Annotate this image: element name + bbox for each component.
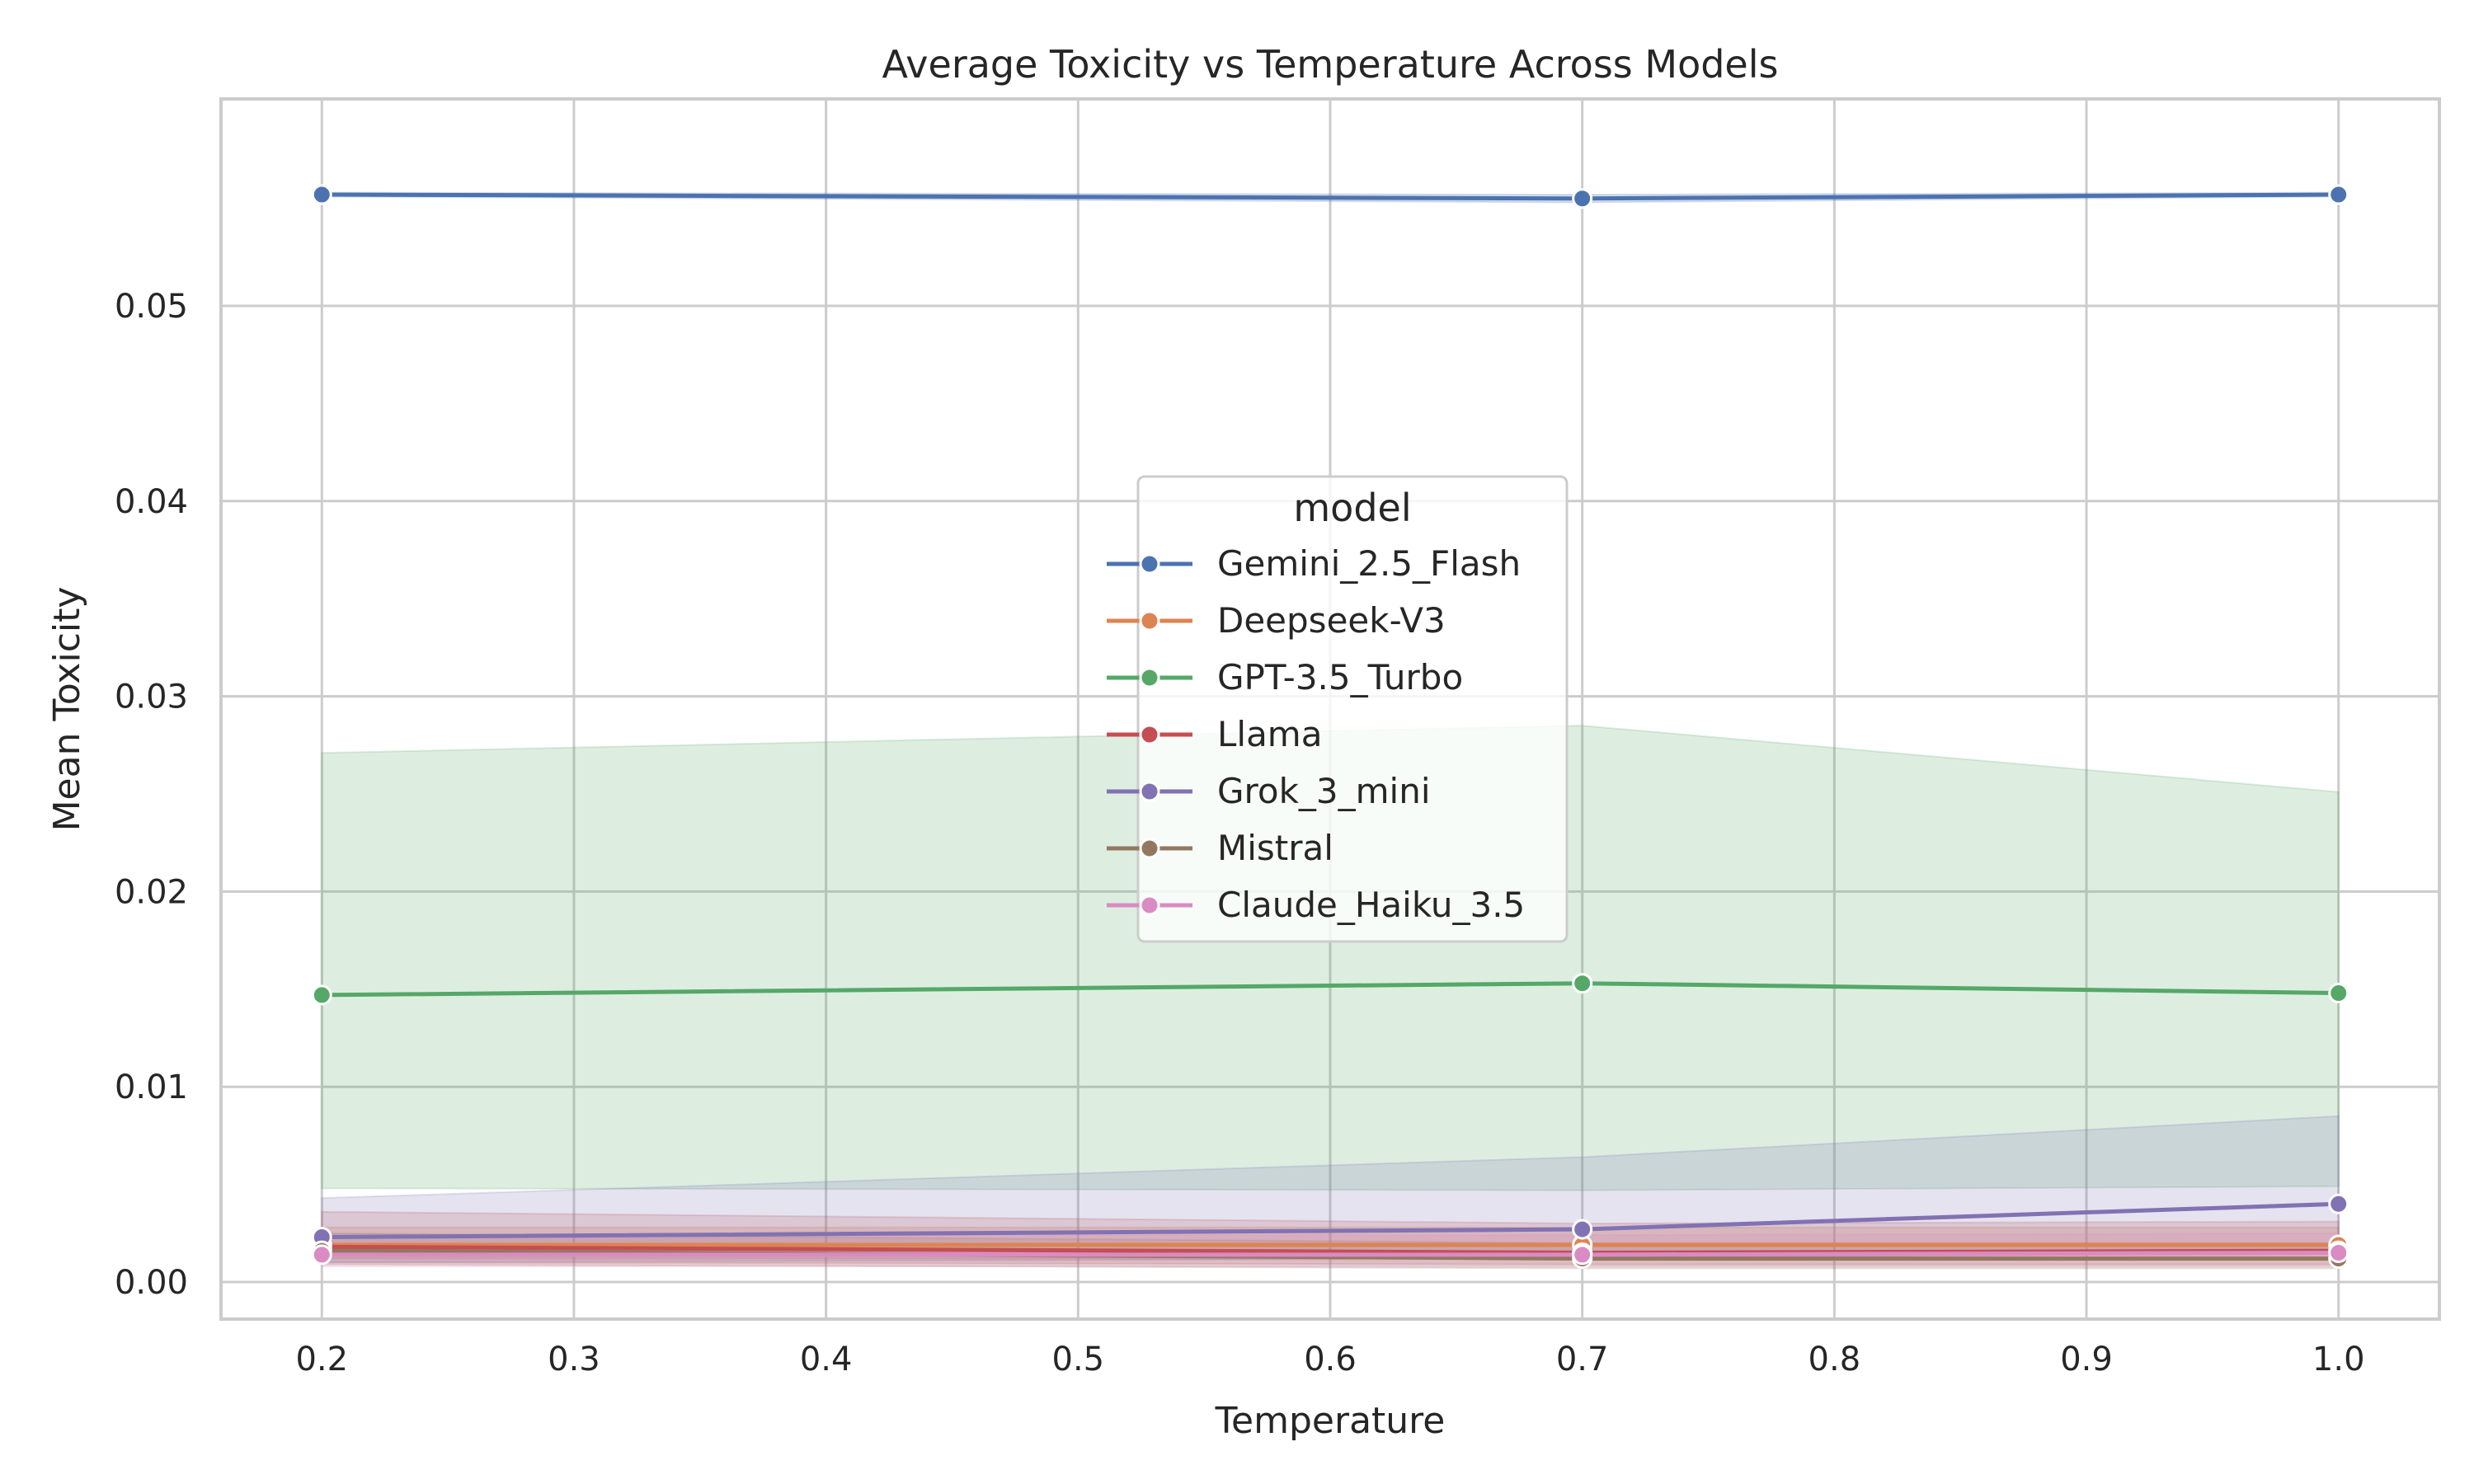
legend-box xyxy=(1136,475,1569,943)
x-tick-label: 0.7 xyxy=(1556,1341,1609,1378)
y-tick-label: 0.04 xyxy=(115,483,188,521)
y-tick-label: 0.02 xyxy=(115,873,188,911)
y-tick-label: 0.01 xyxy=(115,1068,188,1106)
point-grok-3-mini xyxy=(1572,1219,1593,1240)
point-grok-3-mini xyxy=(2328,1193,2349,1214)
legend: model Gemini_2.5_Flash Deepseek-V3 GPT-3.5… xyxy=(1107,475,1569,943)
legend-marker-gemini-2-5-flash xyxy=(1139,553,1160,575)
legend-items: Gemini_2.5_Flash Deepseek-V3 GPT-3.5_Turbo… xyxy=(1107,543,1525,925)
y-tick-label: 0.05 xyxy=(115,288,188,326)
legend-label-mistral: Mistral xyxy=(1217,828,1333,868)
legend-label-claude-haiku-3-5: Claude_Haiku_3.5 xyxy=(1217,885,1525,925)
legend-title: model xyxy=(1293,486,1411,530)
x-tick-label: 0.3 xyxy=(548,1341,600,1378)
y-tick-labels: 0.00 0.01 0.02 0.03 0.04 0.05 xyxy=(115,288,188,1302)
x-tick-label: 1.0 xyxy=(2312,1341,2365,1378)
x-tick-label: 0.4 xyxy=(800,1341,853,1378)
point-gpt-3-5-turbo xyxy=(1572,973,1593,994)
line-claude-haiku-3-5 xyxy=(322,1250,2339,1257)
point-gemini-2-5-flash xyxy=(2328,184,2349,205)
point-claude-haiku-3-5 xyxy=(311,1244,332,1266)
x-tick-label: 0.6 xyxy=(1304,1341,1357,1378)
legend-marker-gpt-3-5-turbo xyxy=(1139,667,1160,688)
band-gpt-3-5-turbo xyxy=(321,725,2340,1191)
plot-frame xyxy=(219,97,2441,1321)
point-gpt-3-5-turbo xyxy=(311,984,332,1006)
x-tick-label: 0.8 xyxy=(1808,1341,1861,1378)
legend-marker-mistral xyxy=(1139,838,1160,859)
point-claude-haiku-3-5 xyxy=(1572,1244,1593,1266)
y-axis-label: Mean Toxicity xyxy=(46,587,88,832)
legend-marker-claude-haiku-3-5 xyxy=(1139,895,1160,916)
x-tick-label: 0.2 xyxy=(295,1341,348,1378)
legend-label-llama: Llama xyxy=(1217,714,1322,754)
legend-label-deepseek-v3: Deepseek-V3 xyxy=(1217,600,1446,641)
point-gemini-2-5-flash xyxy=(311,184,332,205)
y-tick-label: 0.03 xyxy=(115,679,188,716)
legend-marker-deepseek-v3 xyxy=(1139,610,1160,632)
series-markers xyxy=(311,184,2349,1270)
x-tick-labels: 0.2 0.3 0.4 0.5 0.6 0.7 0.8 0.9 1.0 xyxy=(295,1341,2364,1378)
legend-label-gpt-3-5-turbo: GPT-3.5_Turbo xyxy=(1217,657,1463,697)
point-gpt-3-5-turbo xyxy=(2328,983,2349,1004)
legend-marker-grok-3-mini xyxy=(1139,781,1160,802)
legend-label-grok-3-mini: Grok_3_mini xyxy=(1217,771,1431,811)
x-axis-label: Temperature xyxy=(1215,1400,1446,1442)
legend-label-gemini-2-5-flash: Gemini_2.5_Flash xyxy=(1217,543,1521,584)
y-tick-label: 0.00 xyxy=(115,1264,188,1302)
point-claude-haiku-3-5 xyxy=(2328,1242,2349,1263)
legend-marker-llama xyxy=(1139,724,1160,745)
x-tick-label: 0.9 xyxy=(2060,1341,2113,1378)
chart-title: Average Toxicity vs Temperature Across M… xyxy=(882,42,1779,87)
x-tick-label: 0.5 xyxy=(1052,1341,1105,1378)
point-gemini-2-5-flash xyxy=(1572,188,1593,209)
